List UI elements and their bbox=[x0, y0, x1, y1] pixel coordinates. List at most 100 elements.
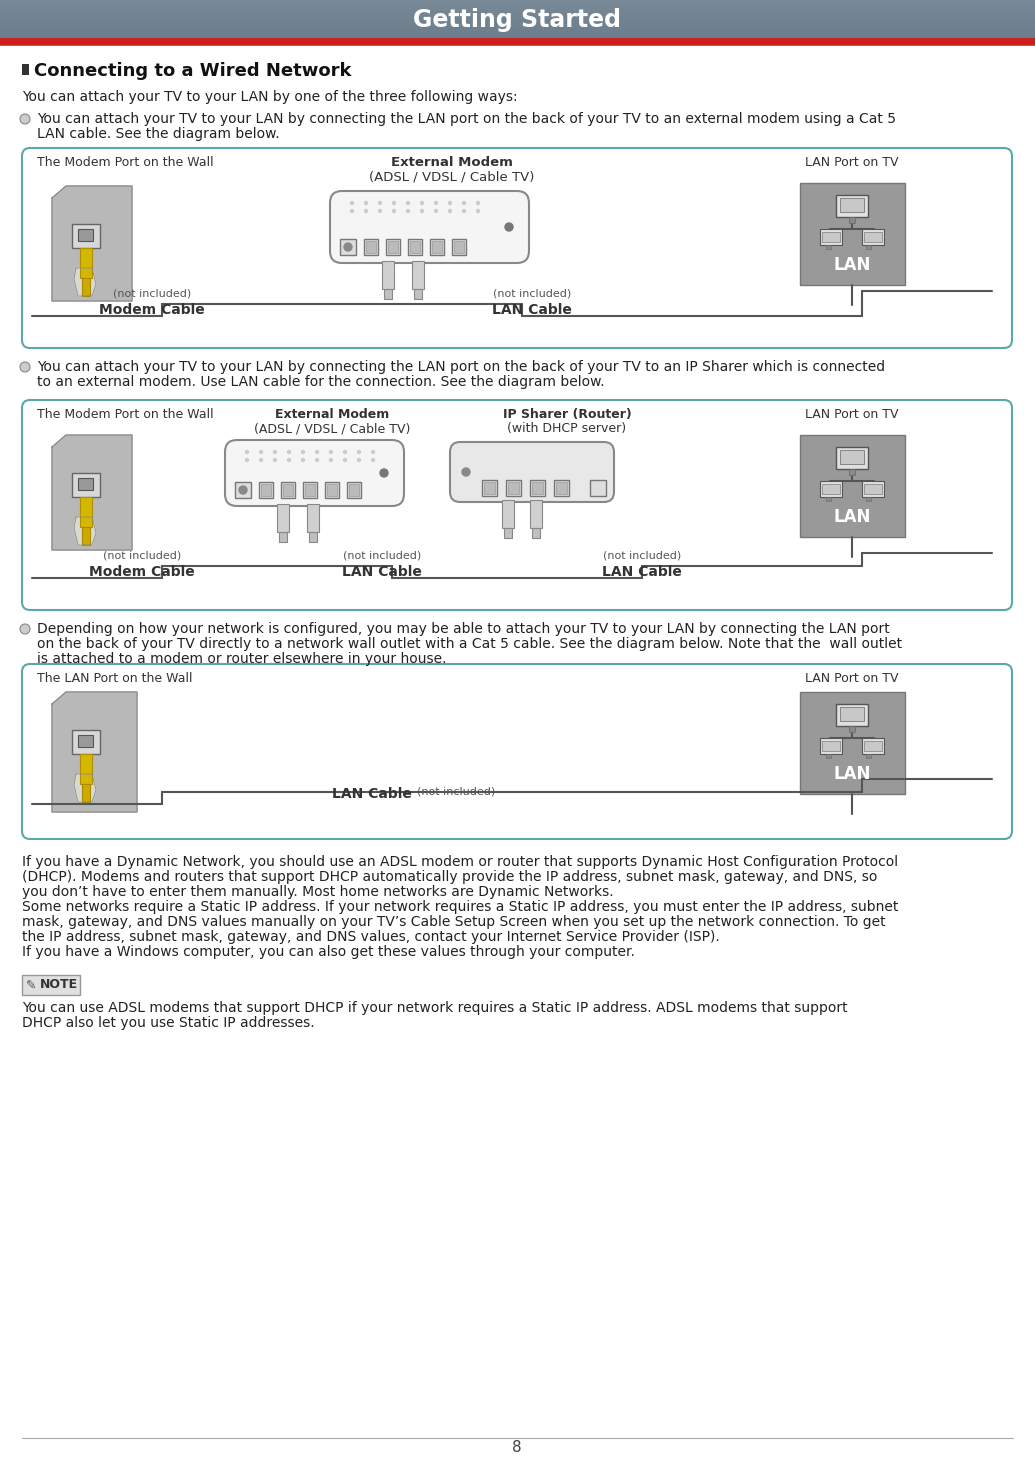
Polygon shape bbox=[73, 269, 96, 296]
Circle shape bbox=[380, 469, 388, 477]
Circle shape bbox=[372, 451, 375, 454]
Bar bbox=[364, 239, 378, 255]
Bar bbox=[822, 742, 840, 750]
Text: LAN Port on TV: LAN Port on TV bbox=[805, 672, 898, 685]
Text: the IP address, subnet mask, gateway, and DNS values, contact your Internet Serv: the IP address, subnet mask, gateway, an… bbox=[22, 930, 719, 945]
Bar bbox=[277, 504, 289, 531]
Text: Depending on how your network is configured, you may be able to attach your TV t: Depending on how your network is configu… bbox=[37, 622, 890, 637]
Circle shape bbox=[245, 458, 248, 461]
Bar bbox=[366, 241, 376, 253]
Polygon shape bbox=[52, 185, 132, 301]
Bar bbox=[822, 485, 840, 493]
Bar bbox=[384, 289, 392, 299]
Bar bbox=[530, 480, 545, 496]
Text: (ADSL / VDSL / Cable TV): (ADSL / VDSL / Cable TV) bbox=[254, 422, 410, 435]
Text: LAN Cable: LAN Cable bbox=[492, 304, 572, 317]
Circle shape bbox=[505, 223, 513, 231]
Text: (not included): (not included) bbox=[493, 288, 571, 298]
Bar bbox=[840, 199, 864, 212]
Bar bbox=[849, 469, 855, 475]
Circle shape bbox=[379, 201, 382, 204]
Text: If you have a Windows computer, you can also get these values through your compu: If you have a Windows computer, you can … bbox=[22, 945, 634, 959]
Text: LAN Cable: LAN Cable bbox=[602, 565, 682, 580]
Bar bbox=[840, 707, 864, 721]
Bar bbox=[72, 473, 100, 496]
Bar bbox=[826, 496, 831, 501]
Bar bbox=[822, 232, 840, 242]
Bar bbox=[849, 726, 855, 731]
Bar bbox=[259, 482, 273, 498]
Circle shape bbox=[420, 201, 423, 204]
Bar bbox=[532, 482, 543, 493]
Bar bbox=[309, 531, 317, 542]
Bar bbox=[800, 182, 905, 285]
Circle shape bbox=[273, 451, 276, 454]
FancyBboxPatch shape bbox=[225, 439, 404, 507]
Circle shape bbox=[301, 451, 304, 454]
Bar bbox=[78, 229, 93, 241]
Polygon shape bbox=[73, 517, 96, 545]
Polygon shape bbox=[52, 692, 137, 812]
Circle shape bbox=[344, 451, 347, 454]
Bar bbox=[408, 239, 422, 255]
Text: (ADSL / VDSL / Cable TV): (ADSL / VDSL / Cable TV) bbox=[369, 169, 535, 182]
Bar bbox=[22, 975, 80, 996]
Bar bbox=[82, 277, 90, 296]
Text: You can use ADSL modems that support DHCP if your network requires a Static IP a: You can use ADSL modems that support DHC… bbox=[22, 1002, 848, 1015]
Text: The LAN Port on the Wall: The LAN Port on the Wall bbox=[37, 672, 193, 685]
FancyBboxPatch shape bbox=[450, 442, 614, 502]
Text: LAN Cable: LAN Cable bbox=[332, 787, 412, 802]
Text: IP Sharer (Router): IP Sharer (Router) bbox=[503, 407, 631, 420]
Text: (DHCP). Modems and routers that support DHCP automatically provide the IP addres: (DHCP). Modems and routers that support … bbox=[22, 870, 878, 883]
Text: LAN: LAN bbox=[833, 508, 870, 526]
Bar bbox=[327, 485, 337, 496]
Circle shape bbox=[316, 458, 319, 461]
Text: You can attach your TV to your LAN by connecting the LAN port on the back of you: You can attach your TV to your LAN by co… bbox=[37, 112, 896, 126]
Circle shape bbox=[448, 209, 451, 213]
Text: LAN: LAN bbox=[833, 765, 870, 783]
Bar bbox=[862, 229, 884, 245]
Bar bbox=[414, 289, 422, 299]
Circle shape bbox=[260, 458, 263, 461]
Text: The Modem Port on the Wall: The Modem Port on the Wall bbox=[37, 407, 213, 420]
Circle shape bbox=[476, 209, 479, 213]
Text: LAN cable. See the diagram below.: LAN cable. See the diagram below. bbox=[37, 127, 279, 142]
Text: Modem Cable: Modem Cable bbox=[89, 565, 195, 580]
Circle shape bbox=[260, 451, 263, 454]
Bar bbox=[530, 499, 542, 529]
Bar bbox=[432, 241, 442, 253]
Text: (with DHCP server): (with DHCP server) bbox=[507, 422, 626, 435]
Bar bbox=[506, 480, 521, 496]
Text: 8: 8 bbox=[512, 1441, 522, 1456]
Circle shape bbox=[435, 201, 438, 204]
Circle shape bbox=[372, 458, 375, 461]
Circle shape bbox=[344, 458, 347, 461]
Bar bbox=[502, 499, 514, 529]
Bar bbox=[303, 482, 317, 498]
Text: on the back of your TV directly to a network wall outlet with a Cat 5 cable. See: on the back of your TV directly to a net… bbox=[37, 637, 903, 651]
Text: Getting Started: Getting Started bbox=[413, 7, 621, 32]
Circle shape bbox=[329, 458, 332, 461]
Circle shape bbox=[407, 201, 410, 204]
Bar bbox=[864, 485, 882, 493]
Text: ✎: ✎ bbox=[26, 978, 36, 991]
Bar bbox=[80, 248, 92, 277]
Bar bbox=[556, 482, 567, 493]
Circle shape bbox=[288, 451, 291, 454]
Bar bbox=[78, 477, 93, 491]
Bar bbox=[864, 742, 882, 750]
Text: You can attach your TV to your LAN by connecting the LAN port on the back of you: You can attach your TV to your LAN by co… bbox=[37, 361, 885, 374]
Circle shape bbox=[20, 362, 30, 372]
Bar bbox=[554, 480, 569, 496]
Text: to an external modem. Use LAN cable for the connection. See the diagram below.: to an external modem. Use LAN cable for … bbox=[37, 375, 604, 388]
Bar bbox=[862, 737, 884, 753]
Bar bbox=[341, 239, 356, 255]
Bar bbox=[235, 482, 252, 498]
Text: Connecting to a Wired Network: Connecting to a Wired Network bbox=[34, 61, 352, 80]
Text: LAN: LAN bbox=[833, 255, 870, 274]
Circle shape bbox=[463, 201, 466, 204]
Text: (not included): (not included) bbox=[102, 550, 181, 561]
Bar bbox=[82, 784, 90, 802]
Bar bbox=[866, 245, 871, 250]
Text: LAN Port on TV: LAN Port on TV bbox=[805, 156, 898, 169]
